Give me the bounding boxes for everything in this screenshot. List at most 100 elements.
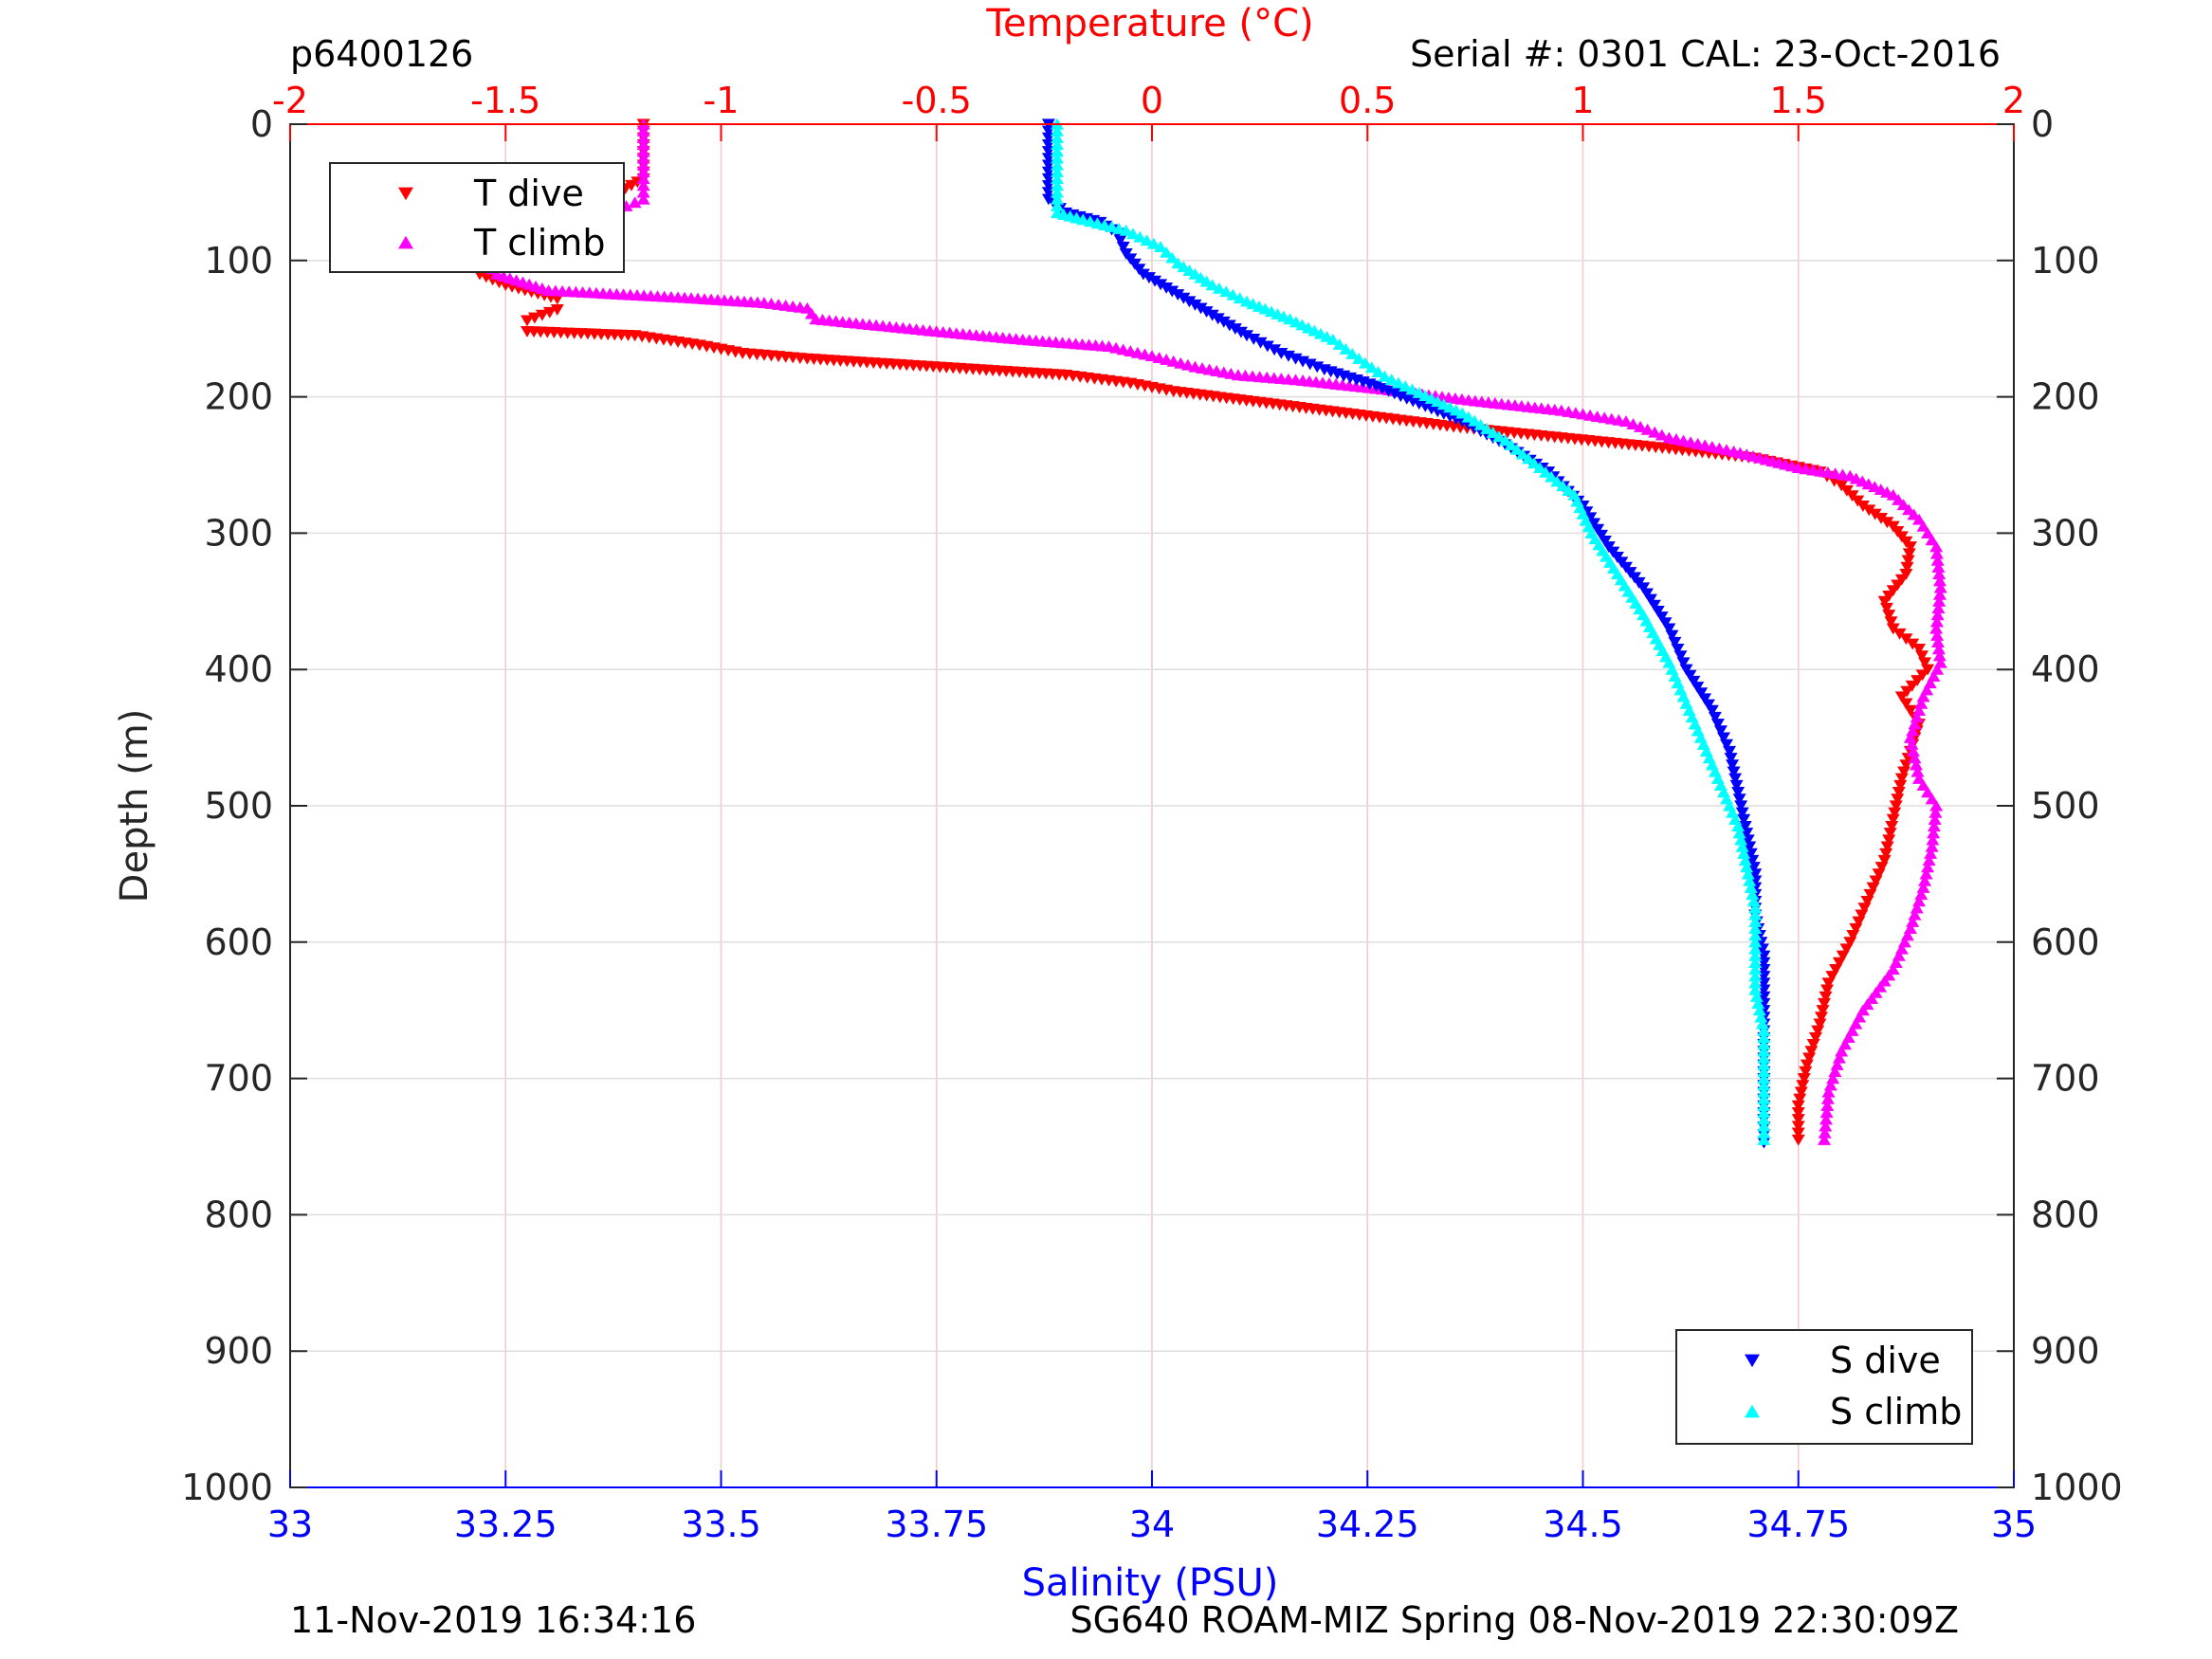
data-point [1925, 793, 1939, 805]
data-point [1384, 374, 1398, 386]
data-point [1825, 971, 1839, 983]
data-point [1748, 957, 1763, 968]
data-point [1757, 1051, 1771, 1064]
data-point [1919, 867, 1933, 880]
depth-tick-label-left: 1000 [181, 1467, 273, 1508]
series-t-climb [472, 118, 1947, 1145]
data-point [624, 179, 638, 191]
data-point [1233, 292, 1247, 304]
data-point [1903, 704, 1917, 717]
data-point [1757, 1100, 1771, 1111]
data-point [636, 192, 650, 205]
data-point [1921, 861, 1935, 873]
data-point [1618, 415, 1633, 428]
depth-tick-label-left: 500 [204, 785, 273, 827]
data-point [1539, 465, 1553, 478]
data-point [1757, 1066, 1771, 1078]
data-point [1916, 881, 1930, 893]
data-point [1734, 800, 1748, 812]
data-point [1051, 132, 1065, 143]
data-point [1743, 874, 1757, 886]
data-point [1796, 1080, 1810, 1092]
data-point [1818, 1126, 1832, 1139]
data-point [1879, 602, 1893, 614]
data-point [1899, 633, 1913, 646]
data-point [1051, 173, 1065, 185]
data-point [636, 132, 650, 143]
data-point [1165, 251, 1179, 264]
data-point [1654, 611, 1669, 624]
data-point [1339, 342, 1353, 355]
data-point [636, 145, 650, 157]
data-point [1720, 738, 1733, 751]
depth-tick-label-left: 700 [204, 1058, 273, 1100]
data-point [1640, 588, 1654, 600]
data-point [1165, 285, 1179, 298]
salinity-tick-label: 33.75 [885, 1504, 988, 1545]
data-point [1921, 786, 1935, 798]
data-point [1930, 554, 1945, 566]
data-point [1852, 916, 1866, 928]
data-point [1556, 480, 1570, 492]
data-point [1734, 833, 1748, 846]
data-point [1751, 997, 1765, 1010]
depth-tick-label-right: 0 [2031, 103, 2054, 145]
data-point [1749, 991, 1764, 1002]
data-point [1793, 1093, 1807, 1105]
data-point [1626, 418, 1640, 429]
data-point [1891, 793, 1905, 806]
data-point [1325, 333, 1340, 345]
salinity-tick-label: 34.25 [1316, 1504, 1419, 1545]
data-point [1819, 991, 1833, 1003]
data-point [1247, 334, 1261, 345]
data-point [1694, 687, 1709, 700]
data-series [472, 118, 1947, 1149]
data-point [1757, 1113, 1771, 1125]
data-point [1701, 699, 1715, 711]
data-point [1931, 643, 1946, 655]
data-point [1683, 669, 1697, 682]
data-point [1371, 366, 1385, 377]
legend-entry-label: S climb [1830, 1391, 1962, 1432]
data-point [1735, 840, 1749, 852]
data-point [1748, 908, 1763, 921]
data-point [1748, 949, 1763, 961]
data-point [1877, 595, 1892, 608]
series-t-dive [472, 118, 1935, 1146]
data-point [1846, 930, 1860, 941]
data-point [1799, 1066, 1813, 1078]
data-point [1687, 675, 1701, 687]
data-point [1533, 462, 1547, 473]
data-point [1455, 407, 1470, 419]
data-point [1679, 664, 1693, 676]
data-point [1921, 527, 1935, 538]
data-point [1909, 758, 1923, 771]
salinity-tick-label: 34.75 [1746, 1504, 1850, 1545]
depth-tick-label-right: 800 [2031, 1194, 2100, 1235]
data-point [1903, 731, 1917, 743]
depth-tick-label-right: 300 [2031, 512, 2100, 554]
data-point [1727, 766, 1741, 778]
depth-tick-label-left: 300 [204, 512, 273, 554]
data-point [1668, 636, 1682, 648]
data-point [1863, 888, 1877, 901]
salinity-tick-label: 33 [267, 1504, 313, 1545]
temperature-tick-label: -1.5 [470, 80, 540, 121]
legend-entry-label: T dive [473, 173, 584, 214]
data-point [1912, 772, 1927, 784]
data-point [1797, 1073, 1811, 1085]
depth-tick-label-right: 700 [2031, 1058, 2100, 1100]
legend-marker [398, 187, 413, 201]
data-point [1741, 867, 1755, 880]
data-point [1492, 430, 1507, 443]
data-point [1879, 848, 1893, 860]
data-point [1594, 529, 1608, 541]
data-point [1732, 827, 1746, 839]
data-point [1757, 1120, 1771, 1132]
data-point [1855, 909, 1869, 921]
data-point [636, 124, 650, 137]
data-point [1562, 484, 1576, 496]
data-point [1927, 827, 1941, 839]
data-point [1643, 593, 1657, 606]
data-point [1912, 644, 1927, 655]
